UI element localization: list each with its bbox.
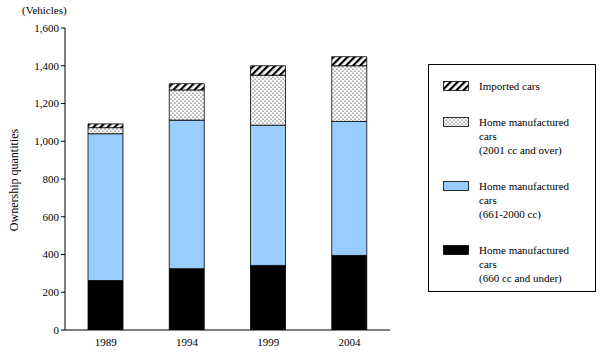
html-text:(2001 cc and over): (2001 cc and over) [479,144,562,156]
html-text:(660 cc and under): (660 cc and under) [479,272,562,284]
svg-text:2004: 2004 [338,336,361,348]
svg-text:400: 400 [43,248,60,260]
svg-text:1999: 1999 [257,336,280,348]
html-text:(Vehicles): (Vehicles) [22,4,67,16]
svg-text:600: 600 [43,211,60,223]
html-text:Home manufactured cars: Home manufactured cars [479,244,570,270]
html-text:Home manufactured cars: Home manufactured cars [479,116,570,142]
svg-text:1994: 1994 [176,336,199,348]
html-text:(661-2000 cc): (661-2000 cc) [479,208,541,220]
svg-text:200: 200 [43,286,60,298]
svg-text:1,000: 1,000 [34,135,59,147]
svg-text:1,400: 1,400 [34,60,59,72]
svg-text:1,200: 1,200 [34,97,59,109]
svg-text:0: 0 [54,324,60,336]
html-text:Imported cars: Imported cars [479,80,540,92]
html-text:Ownership quantities: Ownership quantities [6,128,21,232]
html-text:Home manufactured cars: Home manufactured cars [479,180,570,206]
svg-text:1989: 1989 [95,336,118,348]
svg-text:800: 800 [43,173,60,185]
svg-text:1,600: 1,600 [34,22,59,34]
